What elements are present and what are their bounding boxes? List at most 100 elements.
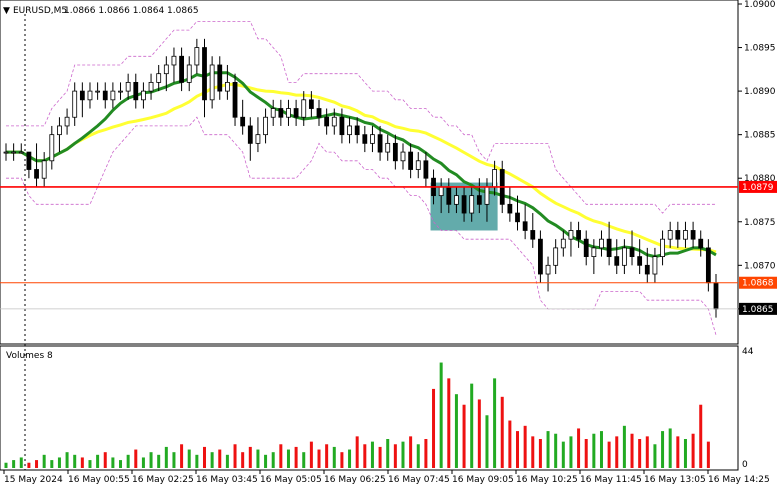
candle <box>217 56 223 100</box>
price-scale-label: 1.0900 <box>744 0 776 10</box>
candle <box>41 152 47 187</box>
candle <box>415 152 421 179</box>
candle <box>316 99 322 126</box>
candle <box>3 143 9 161</box>
candle <box>576 221 581 248</box>
candle <box>64 108 70 135</box>
volume-bar <box>393 444 397 468</box>
volume-bar <box>508 420 512 468</box>
price-scale-label: 1.0885 <box>744 131 776 141</box>
volume-bar <box>302 452 306 468</box>
volume-bar <box>96 454 100 468</box>
volume-bar <box>202 446 206 468</box>
time-axis-label: 16 May 11:45 <box>580 475 642 485</box>
candle <box>232 73 238 126</box>
volume-bar <box>676 436 680 468</box>
volume-bar <box>348 449 352 468</box>
price-tag: 1.0879 <box>739 180 777 193</box>
candle <box>87 82 93 109</box>
volume-bar <box>248 446 252 468</box>
candle <box>26 151 32 179</box>
candle <box>621 239 627 275</box>
candle <box>148 73 154 100</box>
candle <box>476 178 482 214</box>
candle <box>270 99 276 126</box>
volume-bar <box>592 433 596 468</box>
price-scale-label: 1.0890 <box>744 87 776 97</box>
volume-bar <box>73 454 77 468</box>
price-scale-label: 1.0870 <box>744 261 776 271</box>
volume-bar <box>65 452 69 468</box>
candle <box>583 230 589 266</box>
candle <box>209 56 215 109</box>
candle <box>400 143 406 170</box>
candle <box>423 152 429 187</box>
volume-bar <box>126 454 130 468</box>
candle <box>392 134 398 170</box>
candle <box>469 186 475 222</box>
time-axis-label: 16 May 05:05 <box>260 475 322 485</box>
volume-bar <box>493 378 497 468</box>
chart-ohlc-values: 1.0866 1.0866 1.0864 1.0865 <box>64 6 199 16</box>
candle <box>133 73 139 109</box>
volume-bar <box>370 441 374 468</box>
volume-bar <box>119 460 123 468</box>
volume-bar <box>401 441 405 468</box>
volume-bar <box>454 394 458 468</box>
time-axis-label: 16 May 07:45 <box>388 475 450 485</box>
volume-bar <box>409 436 413 468</box>
candle <box>156 64 162 92</box>
candle <box>331 108 337 135</box>
volume-bar <box>470 383 474 468</box>
candle <box>553 239 559 275</box>
volume-bar <box>264 454 268 468</box>
volume-bar <box>294 446 298 468</box>
volume-bar <box>516 431 520 468</box>
volume-bar <box>134 449 138 468</box>
moving-average-slow-line <box>6 82 717 254</box>
candle <box>667 221 673 248</box>
candle <box>49 125 55 170</box>
candle <box>110 82 116 109</box>
candle <box>538 230 543 283</box>
candle <box>34 143 39 187</box>
volume-bar <box>699 404 703 468</box>
volume-bar <box>439 362 443 468</box>
volume-bar <box>218 449 222 468</box>
volume-bar <box>149 452 153 468</box>
svg-text:1.0865: 1.0865 <box>742 305 774 315</box>
candle <box>125 73 131 100</box>
volume-bar <box>355 436 359 468</box>
volume-bar <box>42 454 46 468</box>
volume-bar <box>309 441 313 468</box>
volume-bar <box>477 399 481 468</box>
candle <box>515 195 520 231</box>
volume-bar <box>317 449 321 468</box>
candle <box>293 99 299 126</box>
candle <box>530 213 536 248</box>
candle <box>606 221 612 266</box>
candle <box>163 56 169 92</box>
candle <box>507 186 513 222</box>
volume-panel-title: Volumes 8 <box>6 351 53 361</box>
volume-bar <box>523 425 527 468</box>
volume-bar <box>416 444 420 468</box>
time-axis-label: 16 May 00:55 <box>68 475 130 485</box>
time-axis-label: 15 May 2024 <box>4 475 63 485</box>
time-axis-label: 16 May 14:25 <box>708 475 770 485</box>
candle <box>324 108 330 135</box>
candle <box>675 221 681 248</box>
time-axis-label: 16 May 10:25 <box>516 475 578 485</box>
volume-bar <box>531 436 535 468</box>
volume-bar <box>607 441 611 468</box>
candle <box>591 239 597 275</box>
candle <box>454 186 459 214</box>
candle <box>370 125 375 153</box>
volume-bar <box>325 444 329 468</box>
candle <box>599 230 604 257</box>
volume-bar <box>80 457 84 468</box>
volume-bar <box>691 433 695 468</box>
time-axis-label: 16 May 03:45 <box>196 475 258 485</box>
candle <box>95 82 101 100</box>
